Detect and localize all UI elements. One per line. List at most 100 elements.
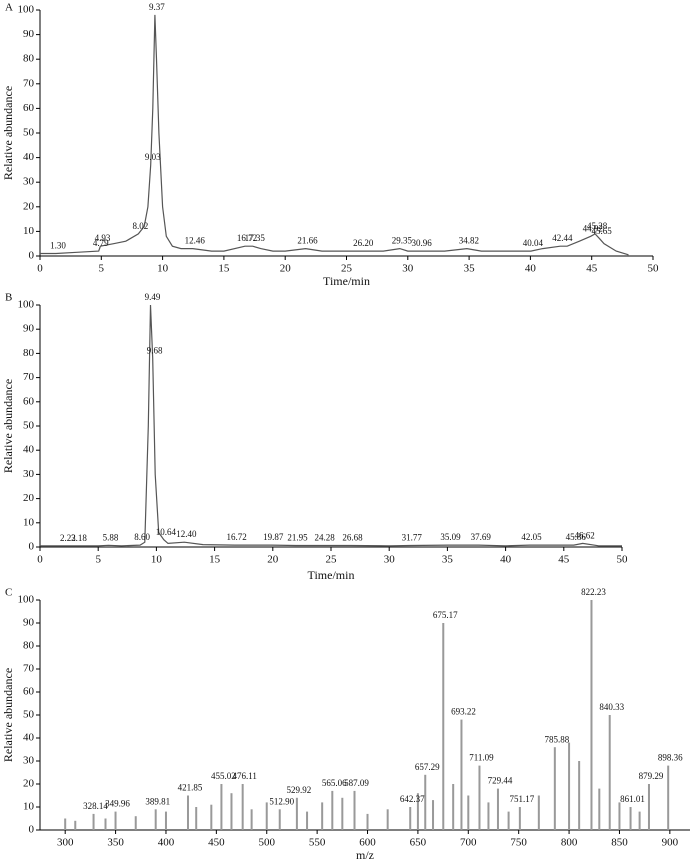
y-tick-label: 60 <box>23 102 35 114</box>
y-axis-label: Relative abundance <box>1 379 15 473</box>
peak-label: 46.62 <box>575 530 595 540</box>
bar <box>295 797 298 830</box>
y-tick-label: 100 <box>18 4 35 16</box>
x-tick-label: 30 <box>384 554 396 566</box>
bar <box>568 742 571 830</box>
x-tick-label: 20 <box>280 263 292 275</box>
panel-label: B <box>5 292 12 304</box>
peak-label: 21.66 <box>297 236 318 246</box>
peak-label: 565.06 <box>322 778 347 788</box>
x-tick-label: 0 <box>37 554 43 566</box>
peak-label: 9.49 <box>145 292 161 302</box>
bar <box>220 784 223 830</box>
bar <box>278 809 281 830</box>
peak-label: 861.01 <box>620 794 645 804</box>
x-tick-label: 600 <box>359 837 376 849</box>
peak-label: 9.68 <box>147 345 163 355</box>
x-axis-label: m/z <box>356 848 374 861</box>
y-axis-label: Relative abundance <box>1 86 15 180</box>
x-tick-label: 850 <box>611 837 628 849</box>
peak-label: 4.93 <box>95 233 111 243</box>
panel-label: A <box>5 2 13 14</box>
x-tick-label: 5 <box>99 263 105 275</box>
y-tick-label: 30 <box>23 755 35 767</box>
peak-label: 729.44 <box>488 776 513 786</box>
bar <box>164 811 167 830</box>
x-axis-label: Time/min <box>308 568 355 582</box>
bar <box>478 765 481 830</box>
bar <box>507 811 510 830</box>
peak-label: 4.79 <box>93 238 109 248</box>
x-tick-label: 25 <box>341 263 353 275</box>
peak-label: 21.95 <box>287 533 308 543</box>
peak-label: 785.88 <box>544 734 569 744</box>
peak-label: 9.03 <box>145 152 161 162</box>
y-tick-label: 30 <box>23 176 35 188</box>
peak-label: 12.40 <box>176 529 197 539</box>
peak-label: 29.35 <box>392 236 413 246</box>
peak-label: 26.68 <box>342 533 363 543</box>
x-tick-label: 15 <box>209 554 221 566</box>
y-tick-label: 70 <box>23 371 35 383</box>
peak-label: 26.20 <box>353 238 374 248</box>
y-tick-label: 100 <box>18 299 35 311</box>
peak-label: 840.33 <box>599 702 624 712</box>
peak-label: 675.17 <box>433 610 458 620</box>
y-tick-label: 20 <box>23 200 35 212</box>
peak-label: 642.37 <box>400 794 425 804</box>
peak-label: 751.17 <box>509 794 534 804</box>
y-tick-label: 10 <box>23 516 35 528</box>
y-tick-label: 80 <box>23 347 35 359</box>
bar <box>104 818 107 830</box>
bar <box>92 813 95 830</box>
x-tick-label: 800 <box>561 837 578 849</box>
bar <box>265 802 268 830</box>
peak-label: 529.92 <box>287 785 312 795</box>
x-tick-label: 40 <box>500 554 512 566</box>
bar <box>578 761 581 830</box>
bar <box>598 788 601 830</box>
y-tick-label: 90 <box>23 323 35 335</box>
peak-label: 42.44 <box>552 233 573 243</box>
x-tick-label: 40 <box>525 263 537 275</box>
peak-label: 879.29 <box>639 771 664 781</box>
peak-label: 3.18 <box>71 533 87 543</box>
bar <box>341 797 344 830</box>
bar <box>353 790 356 830</box>
bar <box>518 807 521 830</box>
bar <box>154 809 157 830</box>
x-tick-label: 550 <box>309 837 326 849</box>
y-tick-label: 50 <box>23 420 35 432</box>
panel-label: C <box>5 587 12 599</box>
bar <box>467 795 470 830</box>
peak-label: 30.96 <box>411 238 432 248</box>
y-tick-label: 80 <box>23 640 35 652</box>
x-tick-label: 50 <box>617 554 629 566</box>
x-tick-label: 400 <box>158 837 175 849</box>
peak-label: 40.04 <box>523 238 544 248</box>
bar <box>114 811 117 830</box>
bar <box>250 809 253 830</box>
y-tick-label: 0 <box>29 250 35 262</box>
peak-label: 455.02 <box>211 771 236 781</box>
y-tick-label: 70 <box>23 77 35 89</box>
peak-label: 389.81 <box>145 796 170 806</box>
peak-label: 8.02 <box>132 221 148 231</box>
y-tick-label: 10 <box>23 801 35 813</box>
y-tick-label: 40 <box>23 444 35 456</box>
peak-label: 42.05 <box>521 532 542 542</box>
y-tick-label: 80 <box>23 53 35 65</box>
y-tick-label: 40 <box>23 732 35 744</box>
peak-label: 693.22 <box>451 707 476 717</box>
bar <box>74 820 77 830</box>
bar <box>452 784 455 830</box>
bar <box>442 623 445 830</box>
bar <box>537 795 540 830</box>
x-tick-label: 700 <box>460 837 477 849</box>
y-tick-label: 70 <box>23 663 35 675</box>
peak-label: 19.87 <box>263 532 284 542</box>
bar <box>210 804 213 830</box>
y-tick-label: 60 <box>23 395 35 407</box>
bar <box>590 600 593 830</box>
peak-label: 587.09 <box>344 778 369 788</box>
